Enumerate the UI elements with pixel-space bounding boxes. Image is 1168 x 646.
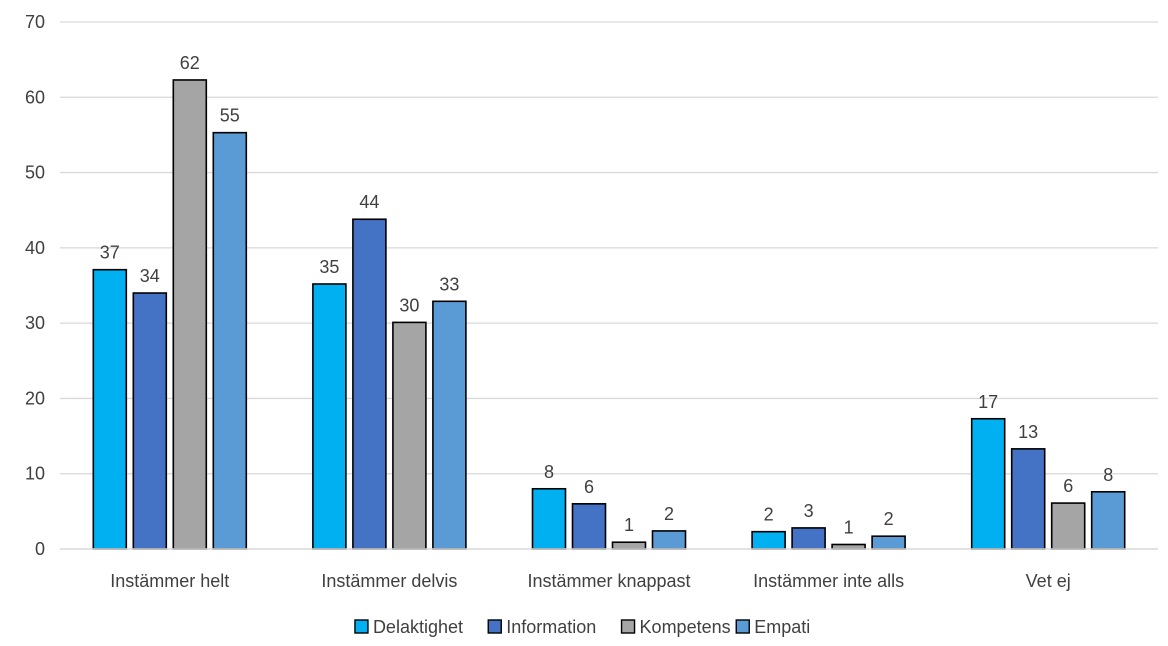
bar-value-label: 35: [319, 257, 339, 277]
bar-value-label: 2: [884, 509, 894, 529]
legend-item[interactable]: Information: [487, 617, 596, 637]
bar-value-label: 8: [544, 462, 554, 482]
legend-item[interactable]: Kompetens: [620, 617, 731, 637]
bar-value-label: 2: [664, 504, 674, 524]
bar-value-label: 1: [624, 515, 634, 535]
bar-value-label: 17: [978, 392, 998, 412]
bar-value-label: 30: [399, 295, 419, 315]
bar: [352, 218, 387, 550]
y-tick-label: 70: [25, 12, 45, 32]
bar-value-label: 34: [140, 266, 160, 286]
x-axis: Instämmer helt Instämmer delvis Instämmer …: [60, 548, 1158, 591]
bar-value-label: 2: [764, 505, 774, 525]
y-tick-label: 50: [25, 163, 45, 183]
legend-item[interactable]: Empati: [735, 617, 810, 637]
x-category-label: Vet ej: [1026, 571, 1071, 591]
y-tick-label: 0: [35, 539, 45, 559]
bar-value-label: 55: [220, 106, 240, 126]
legend-label: Information: [506, 617, 596, 637]
legend-swatch: [620, 619, 636, 634]
bar: [92, 268, 128, 550]
bar-value-label: 3: [804, 501, 814, 521]
bar: [751, 530, 786, 550]
bar-value-label: 13: [1018, 422, 1038, 442]
y-tick-label: 20: [25, 388, 45, 408]
x-category-label: Instämmer inte alls: [753, 571, 904, 591]
bar: [1010, 448, 1046, 550]
x-category-label: Instämmer helt: [110, 571, 229, 591]
legend[interactable]: Delaktighet Information Kompetens Empati: [354, 617, 810, 637]
bar: [312, 283, 347, 550]
bar: [651, 530, 687, 550]
bar-value-label: 6: [1063, 476, 1073, 496]
y-tick-label: 60: [25, 87, 45, 107]
bar: [212, 131, 248, 550]
legend-swatch: [735, 619, 750, 634]
y-tick-label: 10: [25, 464, 45, 484]
bar-value-label: 6: [584, 477, 594, 497]
bar: [970, 417, 1006, 550]
y-tick-label: 30: [25, 313, 45, 333]
bar: [571, 503, 607, 550]
legend-item[interactable]: Delaktighet: [354, 617, 463, 637]
bar: [1050, 502, 1086, 550]
legend-swatch: [487, 619, 502, 634]
legend-label: Empati: [754, 617, 810, 637]
bar-value-label: 1: [844, 517, 854, 537]
y-axis-tick-labels: 0 10 20 30 40 50 60 70: [25, 12, 45, 559]
legend-swatch: [354, 619, 369, 634]
bar: [611, 541, 647, 550]
data-labels: 37 34 62 55 35 44 30 33 8 6 1 2 2 3 1 2 17 13 6 8: [100, 53, 1113, 538]
bars: [92, 79, 1126, 550]
bar-value-label: 44: [359, 192, 379, 212]
bar: [392, 321, 427, 550]
bar-value-label: 33: [439, 274, 459, 294]
bar: [871, 535, 906, 550]
bar-value-label: 8: [1103, 465, 1113, 485]
legend-label: Kompetens: [640, 617, 731, 637]
x-category-label: Instämmer knappast: [527, 571, 690, 591]
bar-value-label: 37: [100, 243, 120, 263]
bar: [531, 487, 567, 550]
legend-label: Delaktighet: [373, 617, 463, 637]
bar: [432, 300, 467, 550]
bar: [132, 292, 168, 550]
bar: [172, 79, 208, 550]
x-category-label: Instämmer delvis: [321, 571, 457, 591]
y-tick-label: 40: [25, 238, 45, 258]
bar-value-label: 62: [180, 53, 200, 73]
bar: [1090, 490, 1126, 550]
bar: [791, 527, 826, 550]
